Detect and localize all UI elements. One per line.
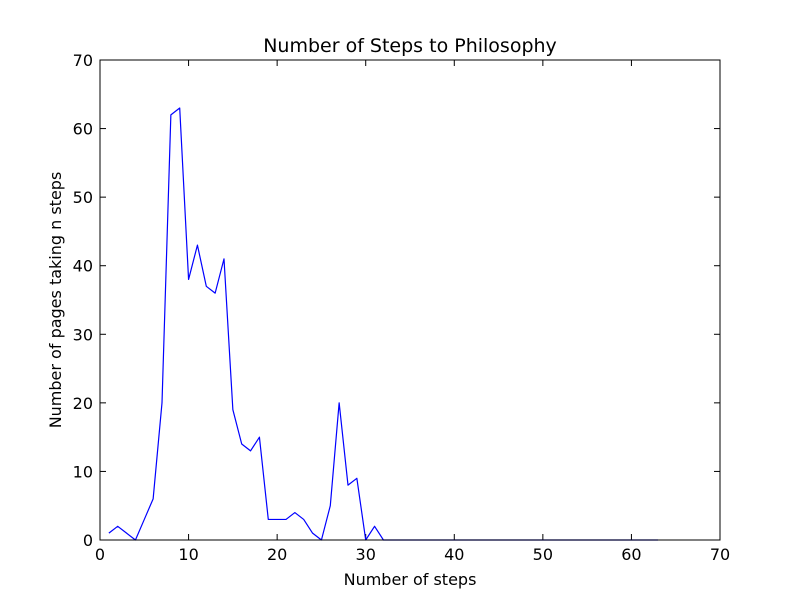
x-tick-label: 40 (444, 545, 464, 564)
x-tick-label: 0 (95, 545, 105, 564)
x-tick-label: 10 (178, 545, 198, 564)
plot-frame (99, 59, 721, 541)
y-tick-label: 30 (73, 325, 93, 344)
y-axis-label: Number of pages taking n steps (46, 172, 65, 429)
plot-background (100, 60, 720, 540)
x-axis-label: Number of steps (344, 570, 477, 589)
x-tick-label: 30 (356, 545, 376, 564)
x-tick-label: 70 (710, 545, 730, 564)
x-tick-label: 60 (621, 545, 641, 564)
y-tick-label: 10 (73, 462, 93, 481)
y-tick-label: 40 (73, 257, 93, 276)
y-tick-label: 50 (73, 188, 93, 207)
x-tick-label: 20 (267, 545, 287, 564)
y-tick-label: 60 (73, 120, 93, 139)
y-tick-label: 70 (73, 51, 93, 70)
y-tick-label: 0 (83, 531, 93, 550)
x-tick-label: 50 (533, 545, 553, 564)
y-tick-label: 20 (73, 394, 93, 413)
chart-title: Number of Steps to Philosophy (263, 35, 557, 57)
